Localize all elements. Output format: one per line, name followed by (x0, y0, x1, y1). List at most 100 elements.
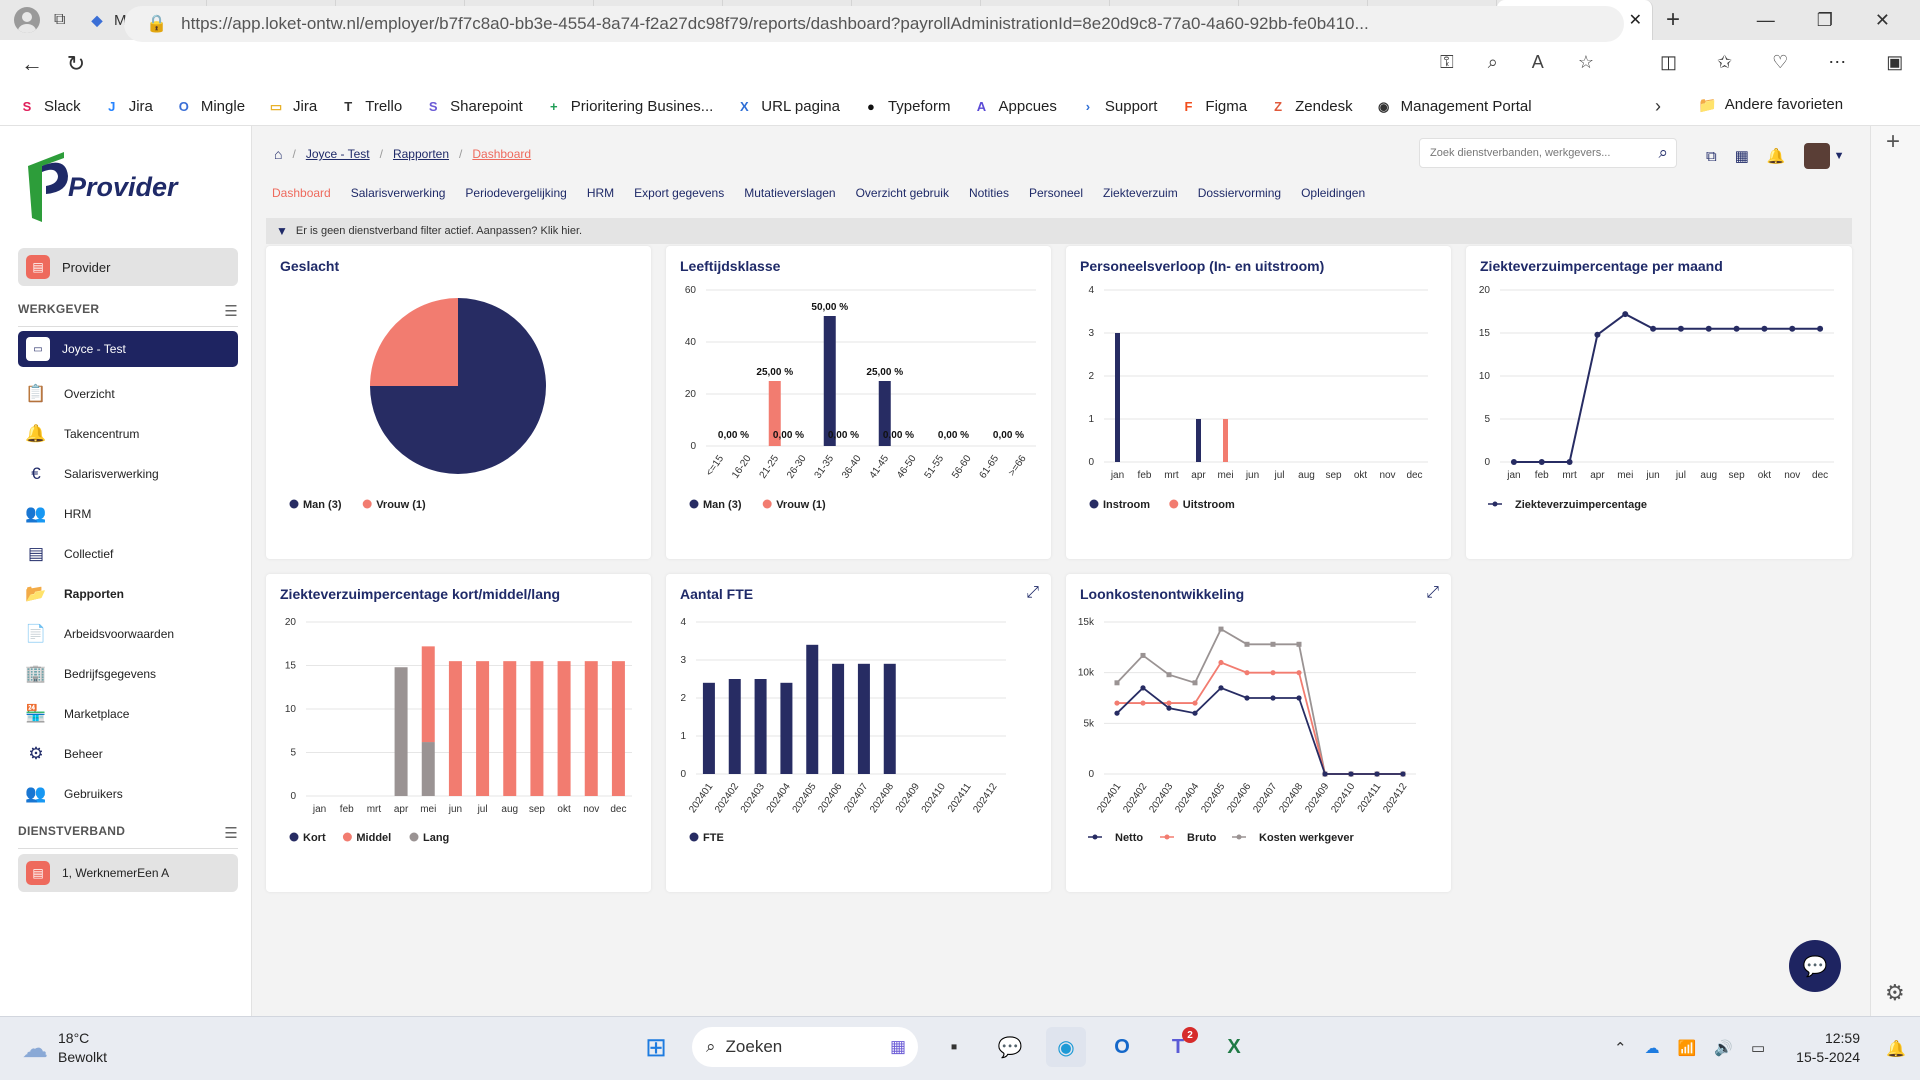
legend-label[interactable]: Vrouw (1) (376, 499, 426, 511)
line-point[interactable] (1192, 710, 1198, 716)
favorite-link[interactable]: X URL pagina (735, 98, 840, 116)
line-point[interactable] (1650, 325, 1657, 332)
line-point[interactable] (1322, 771, 1328, 777)
new-tab-button[interactable]: + (1665, 6, 1680, 33)
line-point[interactable] (1270, 695, 1276, 701)
line-point[interactable] (1218, 685, 1224, 691)
sidebar-item-arbeidsvoorwaarden[interactable]: 📄 Arbeidsvoorwaarden (25, 624, 174, 644)
employee-selector[interactable]: ▤ 1, WerknemerEen A (18, 854, 238, 892)
favorite-star-icon[interactable]: ☆ (1577, 52, 1594, 72)
line-point[interactable] (1761, 325, 1768, 332)
line-point[interactable] (1296, 670, 1302, 676)
filter-banner[interactable]: ▼ Er is geen dienstverband filter actief… (266, 218, 1852, 244)
bar-middel[interactable] (503, 661, 517, 796)
other-favorites[interactable]: 📁 Andere favorieten (1698, 96, 1843, 114)
legend-label[interactable]: Instroom (1103, 499, 1150, 511)
avatar[interactable] (1803, 143, 1830, 169)
bar-instroom[interactable] (1115, 333, 1120, 462)
favorite-link[interactable]: S Sharepoint (424, 98, 523, 116)
bar-fte[interactable] (857, 663, 870, 774)
tab-hrm[interactable]: HRM (586, 186, 615, 200)
line-point[interactable] (1244, 670, 1250, 676)
legend-label[interactable]: Uitstroom (1183, 499, 1235, 511)
sidebar-item-collectief[interactable]: ▤ Collectief (26, 544, 113, 564)
favorite-link[interactable]: ◉ Management Portal (1375, 98, 1532, 116)
bar-fte[interactable] (883, 663, 896, 774)
line-point[interactable] (1218, 659, 1224, 666)
bar-middel[interactable] (476, 661, 490, 796)
line-point[interactable] (1677, 325, 1684, 332)
legend-label[interactable]: FTE (703, 832, 724, 844)
search-icon[interactable]: ⌕ (1658, 143, 1668, 162)
expand-icon[interactable]: ⤢ (1426, 584, 1439, 601)
chevron-up-icon[interactable]: ⌃ (1614, 1040, 1627, 1057)
line-point[interactable] (1192, 680, 1198, 686)
tab-personeel[interactable]: Personeel (1028, 186, 1084, 200)
minimize-icon[interactable]: — (1756, 9, 1775, 30)
wifi-icon[interactable]: 📶 (1677, 1040, 1697, 1057)
line-point[interactable] (1538, 459, 1545, 465)
bar-middel[interactable] (557, 661, 571, 796)
sidebar-item-salarisverwerking[interactable]: € Salarisverwerking (26, 464, 158, 484)
line-point[interactable] (1817, 325, 1824, 332)
line-point[interactable] (1140, 652, 1146, 658)
bar-fte[interactable] (832, 663, 845, 774)
line-point[interactable] (1789, 325, 1796, 332)
split-screen-icon[interactable]: ◫ (1660, 52, 1678, 72)
legend-label[interactable]: Vrouw (1) (776, 499, 826, 511)
favorite-link[interactable]: ● Typeform (862, 98, 950, 116)
windows-start-icon[interactable]: ⊞ (645, 1031, 667, 1062)
legend-label[interactable]: Lang (423, 832, 449, 844)
provider-button[interactable]: ▤ Provider (18, 248, 238, 286)
line-point[interactable] (1140, 700, 1146, 706)
legend-label[interactable]: Middel (356, 832, 391, 844)
favorite-link[interactable]: ▭ Jira (267, 98, 317, 116)
bar-fte[interactable] (780, 682, 793, 774)
sidebar-item-hrm[interactable]: 👥 HRM (25, 504, 91, 524)
favorite-link[interactable]: T Trello (339, 98, 402, 116)
sidebar-toggle-icon[interactable]: ▣ (1886, 52, 1904, 72)
key-icon[interactable]: ⚿ (1440, 52, 1454, 72)
bar-fte[interactable] (728, 679, 741, 774)
bar-fte[interactable] (806, 644, 819, 774)
bar-instroom[interactable] (1196, 419, 1201, 462)
bar-middel[interactable] (611, 661, 625, 796)
favorite-link[interactable]: O Mingle (175, 98, 245, 116)
zoom-icon[interactable]: ⌕ (1487, 52, 1498, 72)
line-point[interactable] (1114, 710, 1120, 716)
bar-middel[interactable] (530, 661, 544, 796)
legend-label[interactable]: Man (3) (703, 499, 742, 511)
more-menu-icon[interactable]: ⋯ (1828, 52, 1847, 72)
tab-periodevergelijking[interactable]: Periodevergelijking (465, 186, 567, 200)
favorite-link[interactable]: + Prioritering Busines... (545, 98, 713, 116)
chevron-down-icon[interactable]: ▼ (1833, 150, 1845, 162)
tab-ziekteverzuim[interactable]: Ziekteverzuim (1103, 186, 1178, 200)
bar-fte[interactable] (754, 679, 767, 774)
breadcrumb-dashboard[interactable]: Dashboard (472, 147, 532, 161)
heart-monitor-icon[interactable]: ♡ (1772, 52, 1789, 72)
battery-icon[interactable]: ▭ (1750, 1040, 1766, 1057)
url-field[interactable]: 🔒 https://app.loket-ontw.nl/employer/b7f… (124, 6, 1624, 42)
line-point[interactable] (1192, 700, 1198, 706)
line-point[interactable] (1594, 331, 1601, 338)
employer-selector[interactable]: ▭ Joyce - Test (18, 331, 238, 367)
line-point[interactable] (1166, 672, 1172, 678)
lock-icon[interactable]: 🔒 (146, 14, 168, 33)
onedrive-icon[interactable]: ☁ (1644, 1040, 1660, 1057)
line-point[interactable] (1348, 771, 1354, 777)
weather-widget[interactable]: ☁ 18°C Bewolkt (22, 1029, 107, 1067)
task-view-icon[interactable]: ▪ (950, 1035, 958, 1058)
line-point[interactable] (1400, 771, 1406, 777)
line-point[interactable] (1374, 771, 1380, 777)
sidebar-item-overzicht[interactable]: 📋 Overzicht (25, 384, 114, 404)
bar-lang[interactable] (394, 667, 408, 796)
line-point[interactable] (1114, 680, 1120, 686)
excel-icon[interactable]: X (1227, 1035, 1241, 1058)
home-icon[interactable]: ⌂ (274, 146, 283, 162)
favorite-link[interactable]: › Support (1079, 98, 1158, 116)
teams-chat-icon[interactable]: 💬 (997, 1036, 1023, 1059)
favorite-link[interactable]: F Figma (1179, 98, 1247, 116)
line-point[interactable] (1270, 641, 1276, 647)
gear-icon[interactable]: ⚙ (1885, 980, 1905, 1005)
tab-salarisverwerking[interactable]: Salarisverwerking (350, 186, 446, 200)
